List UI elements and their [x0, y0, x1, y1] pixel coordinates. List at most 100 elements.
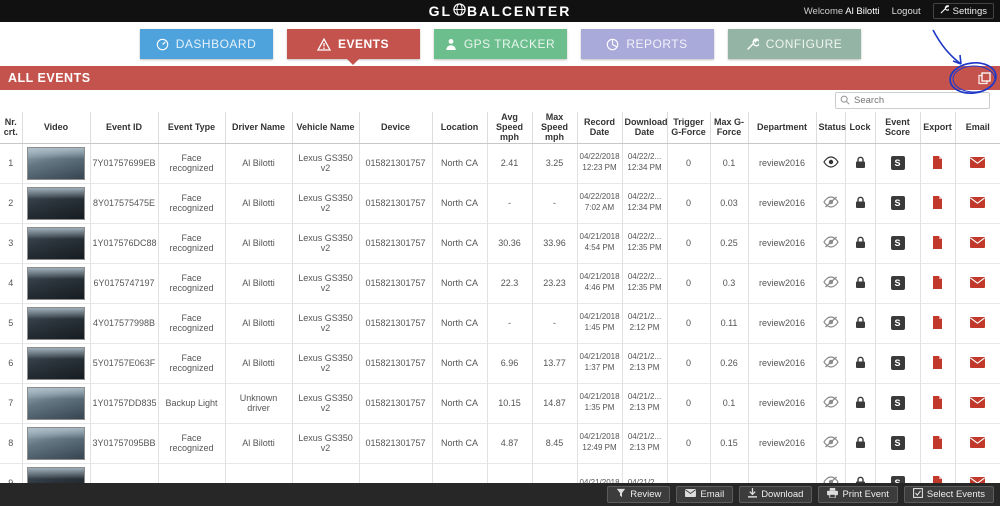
email-icon[interactable]	[970, 236, 986, 248]
email-button[interactable]: Email	[676, 486, 734, 503]
event-type-cell: Backup Light	[158, 382, 226, 423]
print-event-button[interactable]: Print Event	[818, 486, 898, 503]
lock-icon[interactable]	[855, 196, 866, 209]
logout-link[interactable]: Logout	[891, 5, 921, 17]
column-header: Department	[748, 112, 817, 144]
device-cell: 015821301757	[359, 262, 433, 303]
search-box[interactable]	[835, 92, 990, 109]
review-button[interactable]: Review	[607, 486, 671, 503]
location-cell: North CA	[432, 262, 488, 303]
tab-gps-tracker[interactable]: GPS TRACKER	[433, 29, 567, 59]
email-icon[interactable]	[970, 276, 986, 288]
trigger-g-force-cell: 0	[667, 262, 711, 303]
location-cell: North CA	[432, 382, 488, 423]
location-cell: North CA	[432, 222, 488, 263]
video-thumbnail[interactable]	[27, 386, 85, 420]
avg-speed-cell: 6.96	[487, 342, 533, 383]
tab-events[interactable]: EVENTS	[286, 29, 420, 59]
tab-dashboard[interactable]: DASHBOARD	[139, 29, 273, 59]
department-cell: review2016	[748, 182, 817, 223]
trigger-g-force-cell: 0	[667, 382, 711, 423]
event-id-cell: 5Y01757E063F	[90, 342, 159, 383]
lock-icon[interactable]	[855, 316, 866, 329]
max-g-force-cell: 0.15	[710, 422, 749, 463]
column-header: Status	[816, 112, 846, 144]
toolbar	[0, 90, 1000, 112]
lock-icon[interactable]	[855, 396, 866, 409]
email-icon[interactable]	[970, 436, 986, 448]
driver-name-cell: Al Bilotti	[225, 302, 293, 343]
record-date-cell: 04/22/2018 7:02 AM	[577, 182, 623, 223]
trigger-g-force-cell: 0	[667, 142, 711, 183]
column-header: Event Score	[875, 112, 921, 144]
department-cell: review2016	[748, 422, 817, 463]
globe-icon	[452, 3, 467, 19]
export-pdf-icon[interactable]	[932, 355, 943, 369]
select-events-button[interactable]: Select Events	[903, 486, 994, 503]
device-cell: 015821301757	[359, 422, 433, 463]
column-header: Location	[432, 112, 488, 144]
column-header: Video	[22, 112, 91, 144]
export-pdf-icon[interactable]	[932, 155, 943, 169]
department-cell: review2016	[748, 302, 817, 343]
status-hidden-eye-icon[interactable]	[822, 316, 839, 328]
export-pdf-icon[interactable]	[932, 195, 943, 209]
event-score-icon[interactable]: S	[890, 276, 905, 290]
event-score-icon[interactable]: S	[890, 396, 905, 410]
lock-icon[interactable]	[855, 356, 866, 369]
email-icon[interactable]	[970, 356, 986, 368]
email-icon[interactable]	[970, 156, 986, 168]
export-pdf-icon[interactable]	[932, 235, 943, 249]
lock-icon[interactable]	[855, 276, 866, 289]
username: Al Bilotti	[845, 5, 880, 17]
video-thumbnail[interactable]	[27, 306, 85, 340]
tab-configure[interactable]: CONFIGURE	[727, 29, 861, 59]
video-thumbnail[interactable]	[27, 186, 85, 220]
email-icon[interactable]	[970, 196, 986, 208]
export-pdf-icon[interactable]	[932, 315, 943, 329]
event-score-icon[interactable]: S	[890, 156, 905, 170]
event-score-icon[interactable]: S	[890, 236, 905, 250]
avg-speed-cell: 2.41	[487, 142, 533, 183]
status-hidden-eye-icon[interactable]	[822, 196, 839, 208]
vehicle-name-cell: Lexus GS350 v2	[292, 182, 360, 223]
lock-icon[interactable]	[855, 436, 866, 449]
status-visible-eye-icon[interactable]	[822, 156, 839, 168]
department-cell: review2016	[748, 222, 817, 263]
email-icon[interactable]	[970, 396, 986, 408]
event-score-icon[interactable]: S	[890, 356, 905, 370]
status-hidden-eye-icon[interactable]	[822, 356, 839, 368]
column-header: Download Date	[622, 112, 668, 144]
warning-icon	[316, 37, 331, 51]
video-thumbnail[interactable]	[27, 346, 85, 380]
video-thumbnail[interactable]	[27, 146, 85, 180]
export-pdf-icon[interactable]	[932, 275, 943, 289]
select-icon	[912, 488, 923, 501]
download-date-cell: 04/22/2... 12:34 PM	[622, 142, 668, 183]
event-score-icon[interactable]: S	[890, 436, 905, 450]
email-icon[interactable]	[970, 316, 986, 328]
video-thumbnail[interactable]	[27, 226, 85, 260]
status-hidden-eye-icon[interactable]	[822, 396, 839, 408]
max-speed-cell: 23.23	[532, 262, 578, 303]
export-pdf-icon[interactable]	[932, 435, 943, 449]
video-thumbnail[interactable]	[27, 426, 85, 460]
status-hidden-eye-icon[interactable]	[822, 436, 839, 448]
event-score-icon[interactable]: S	[890, 316, 905, 330]
lock-icon[interactable]	[855, 156, 866, 169]
export-icon[interactable]	[976, 70, 992, 86]
device-cell: 015821301757	[359, 302, 433, 343]
tab-reports[interactable]: REPORTS	[580, 29, 714, 59]
settings-button[interactable]: Settings	[932, 3, 994, 19]
table-row: 2 8Y017575475E Face recognized Al Bilott…	[0, 182, 1000, 223]
export-pdf-icon[interactable]	[932, 395, 943, 409]
event-score-icon[interactable]: S	[890, 196, 905, 210]
vehicle-name-cell: Lexus GS350 v2	[292, 382, 360, 423]
video-thumbnail[interactable]	[27, 266, 85, 300]
download-button[interactable]: Download	[739, 486, 813, 503]
search-input[interactable]	[854, 95, 985, 106]
search-icon	[840, 92, 850, 110]
status-hidden-eye-icon[interactable]	[822, 276, 839, 288]
status-hidden-eye-icon[interactable]	[822, 236, 839, 248]
lock-icon[interactable]	[855, 236, 866, 249]
